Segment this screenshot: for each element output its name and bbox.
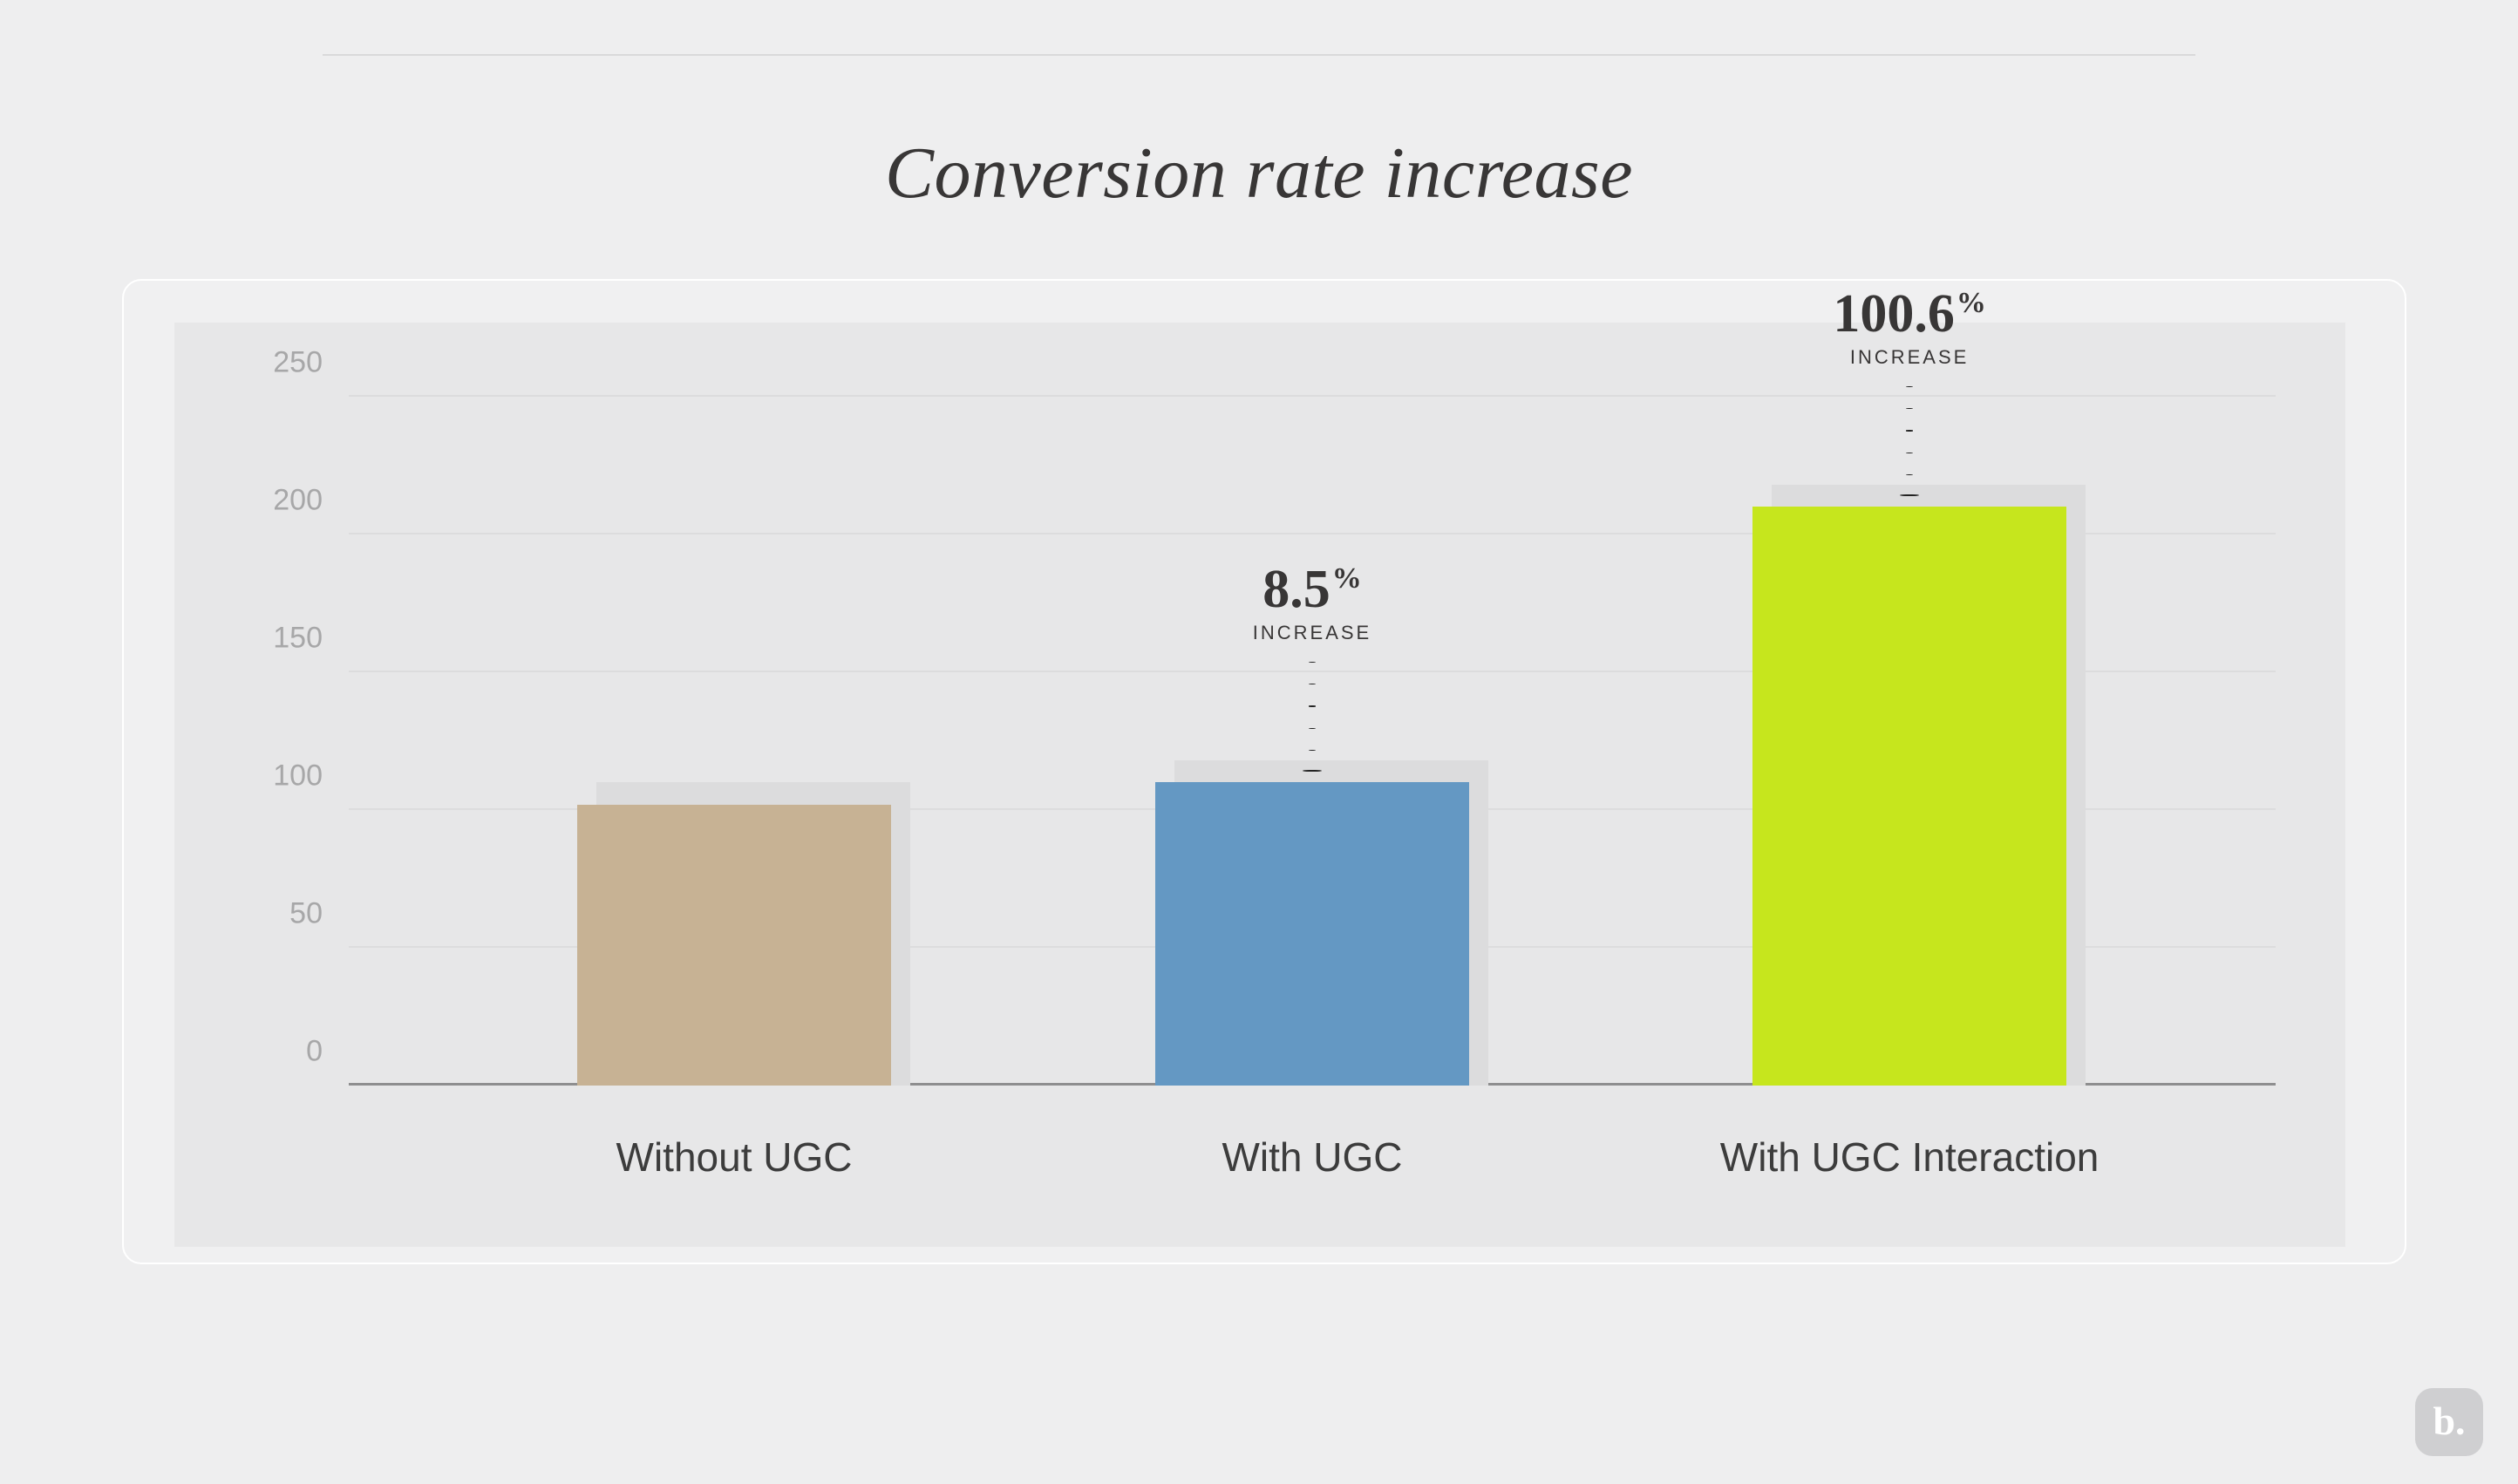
leader-dot xyxy=(1906,430,1913,431)
leader-dot xyxy=(1309,728,1316,729)
chart-title: Conversion rate increase xyxy=(0,131,2518,215)
callout-leader xyxy=(1302,651,1323,782)
divider xyxy=(323,54,2195,56)
xlabel: With UGC Interaction xyxy=(1720,1133,2099,1181)
leader-dot xyxy=(1309,662,1316,663)
leader-dot xyxy=(1906,386,1913,387)
callout: 100.6% INCREASE xyxy=(1833,287,1986,369)
leader-dot-terminal xyxy=(1900,494,1919,497)
callout-value: 8.5% xyxy=(1253,562,1371,616)
leader-dot xyxy=(1309,705,1316,706)
bar xyxy=(1155,782,1469,1086)
callout-sublabel: INCREASE xyxy=(1833,346,1986,369)
leader-dot xyxy=(1309,750,1316,751)
ytick-label: 50 xyxy=(244,897,349,931)
callout-value: 100.6% xyxy=(1833,287,1986,341)
leader-dot xyxy=(1906,408,1913,409)
ytick-label: 0 xyxy=(244,1035,349,1069)
leader-dot xyxy=(1906,474,1913,475)
gridline xyxy=(349,395,2276,397)
logo-text: b. xyxy=(2433,1398,2465,1444)
ytick-label: 250 xyxy=(244,346,349,380)
callout: 8.5% INCREASE xyxy=(1253,562,1371,644)
leader-dot-terminal xyxy=(1303,770,1322,773)
logo-badge: b. xyxy=(2415,1388,2483,1456)
bar xyxy=(577,805,891,1086)
bar xyxy=(1752,507,2066,1086)
xlabel: With UGC xyxy=(1222,1133,1403,1181)
page: Conversion rate increase 0 50 100 150 200 250… xyxy=(0,0,2518,1484)
xlabel: Without UGC xyxy=(616,1133,853,1181)
callout-sublabel: INCREASE xyxy=(1253,622,1371,644)
callout-leader xyxy=(1899,376,1920,507)
chart-plot: 0 50 100 150 200 250 Without UGC With UGC 8.5% IN… xyxy=(174,323,2345,1247)
chart-area: 050100150200250Without UGCWith UGC8.5%IN… xyxy=(349,397,2276,1086)
ytick-label: 150 xyxy=(244,622,349,656)
ytick-label: 100 xyxy=(244,759,349,793)
ytick-label: 200 xyxy=(244,484,349,518)
